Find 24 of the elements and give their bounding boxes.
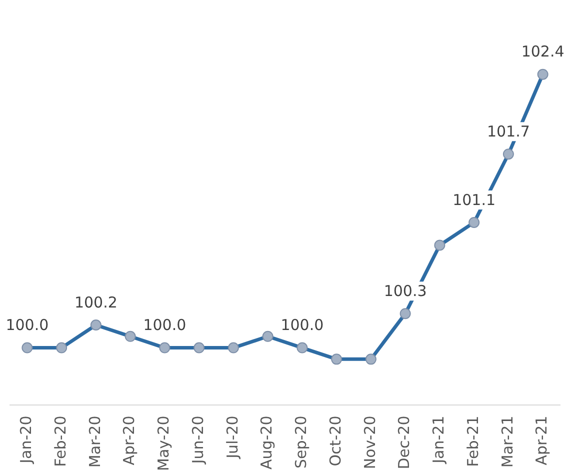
x-tick-label: Jun-20 — [188, 416, 207, 465]
x-tick-label: Aug-20 — [258, 416, 276, 470]
x-tick-label: Feb-21 — [464, 416, 482, 467]
x-tick-label: Feb-20 — [51, 416, 70, 467]
x-tick-label: Sep-20 — [292, 416, 310, 469]
data-label: 100.3 — [384, 282, 427, 300]
x-tick-label: Oct-20 — [326, 416, 344, 466]
x-tick-label: Dec-20 — [395, 416, 414, 470]
x-tick-label: Mar-21 — [498, 416, 516, 468]
data-label: 101.7 — [486, 122, 530, 140]
x-tick-label: Mar-20 — [86, 416, 104, 468]
x-tick-label: Jan-21 — [430, 416, 448, 464]
data-label: 100.0 — [143, 316, 186, 334]
x-tick-label: May-20 — [154, 416, 173, 472]
x-tick-label: Jul-20 — [223, 416, 242, 460]
data-label: 101.1 — [452, 190, 496, 209]
x-tick-label: Jan-20 — [17, 416, 36, 464]
x-tick-label: Apr-20 — [120, 416, 138, 466]
data-label: 100.2 — [74, 293, 118, 312]
data-label: 102.4 — [521, 42, 564, 61]
data-label: 100.0 — [6, 316, 49, 334]
data-label: 100.0 — [280, 316, 324, 334]
x-tick-label: Apr-21 — [532, 416, 551, 466]
x-tick-label: Nov-20 — [360, 416, 379, 470]
